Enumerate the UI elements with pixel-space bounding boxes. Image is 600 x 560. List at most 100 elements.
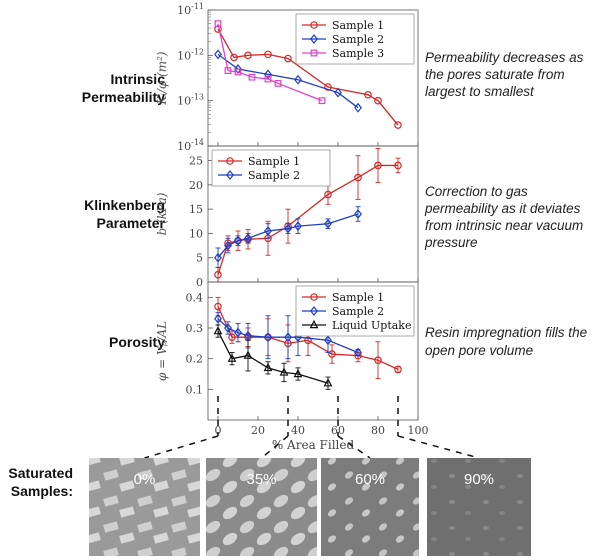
data-point (234, 64, 242, 74)
legend-label: Sample 1 (248, 155, 300, 168)
legend-label: Sample 1 (332, 291, 384, 304)
data-point (394, 121, 402, 129)
data-point (214, 252, 222, 263)
sample-percent-label: 60% (355, 471, 385, 488)
data-point (224, 240, 232, 251)
data-point (263, 362, 273, 372)
legend-label: Sample 2 (332, 33, 384, 46)
data-point (394, 365, 402, 374)
x-tick-label: 100 (408, 424, 429, 437)
series-sample-1 (214, 147, 402, 283)
x-tick-label: 60 (331, 424, 345, 437)
legend-marker (310, 49, 318, 57)
label-porosity: Porosity (109, 334, 165, 350)
x-tick-label: 80 (371, 424, 385, 437)
connector-diagonal (261, 435, 289, 459)
y-tick-label: 25 (189, 155, 203, 168)
series-liquid-uptake (213, 324, 333, 390)
series-line (217, 164, 398, 275)
legend-label: Sample 2 (332, 305, 384, 318)
series-line (217, 53, 359, 109)
series-sample-2 (214, 312, 362, 360)
y-tick-label: 0.2 (186, 353, 204, 366)
data-point (214, 270, 222, 279)
data-point (264, 75, 272, 83)
data-point (234, 327, 242, 338)
data-point (279, 367, 289, 376)
series-sample-2 (214, 206, 362, 268)
data-point (374, 356, 382, 365)
data-point (264, 226, 272, 236)
connector-diagonal (397, 435, 480, 459)
legend-marker (310, 293, 318, 301)
data-point (354, 173, 362, 182)
data-point (293, 368, 303, 378)
sample-percent-label: 35% (246, 471, 276, 488)
note-porosity-1: Resin impregnation fills the (425, 325, 587, 340)
data-point (284, 332, 292, 343)
note-klinkenberg-2: permeability as it deviates (424, 201, 581, 216)
y-tick-label: 10-14 (177, 138, 204, 153)
label-intrinsic-2: Permeability (82, 89, 165, 105)
data-point (264, 50, 272, 59)
data-point (227, 353, 237, 362)
sample-image (321, 458, 419, 556)
data-point (374, 161, 382, 170)
data-point (213, 325, 223, 335)
sample-image (206, 458, 317, 556)
data-point (304, 336, 312, 345)
note-porosity-2: open pore volume (425, 343, 533, 358)
data-point (234, 68, 242, 76)
legend-label: Liquid Uptake (332, 319, 411, 332)
data-point (354, 209, 362, 219)
series-line (217, 23, 323, 102)
data-point (354, 102, 362, 113)
y-tick-label: 15 (189, 203, 203, 216)
data-point (324, 218, 332, 229)
data-point (214, 20, 222, 28)
y-tick-label: 10-11 (177, 2, 204, 17)
y-tick-label: 20 (189, 179, 203, 192)
sample-percent-label: 0% (134, 471, 156, 488)
data-point (224, 323, 232, 333)
data-point (354, 347, 362, 358)
data-point (334, 87, 342, 98)
data-point (244, 51, 252, 60)
y-tick-label: 10 (189, 227, 203, 240)
y-axis-label: Kᵢ/φ (m²) (155, 51, 169, 106)
y-axis-label: φ = Vₚ/AL (155, 321, 169, 381)
data-point (284, 54, 292, 63)
data-point (234, 235, 242, 246)
chart-panel-3: 0.1 0.2 0.3 0.4 0 20 40 60 80 100 φ = Vₚ/AL % Area … (155, 281, 429, 452)
data-point (364, 90, 372, 99)
legend-box (211, 149, 331, 187)
x-tick-label: 40 (291, 424, 305, 437)
label-intrinsic-1: Intrinsic (111, 71, 166, 87)
data-point (264, 332, 272, 343)
note-klinkenberg-3: from intrinsic near vacuum (425, 218, 583, 233)
saturated-sample-2: 60% (321, 396, 419, 556)
connector-diagonal (144, 435, 219, 459)
data-point (230, 53, 238, 62)
sample-percent-label: 90% (464, 471, 494, 488)
note-permeability-3: largest to smallest (425, 84, 535, 99)
label-klinkenberg-2: Parameter (97, 215, 166, 231)
y-tick-label: 0.4 (186, 291, 204, 304)
note-permeability-1: Permeability decreases as (425, 50, 584, 65)
data-point (274, 80, 282, 87)
sample-image (427, 458, 531, 556)
x-tick-label: 20 (251, 424, 265, 437)
legend-marker (310, 21, 318, 29)
y-tick-label: 0 (196, 276, 203, 289)
data-point (284, 223, 292, 234)
legend-marker (310, 306, 318, 316)
saturated-sample-0: 0% (89, 396, 219, 556)
series-sample-2 (214, 49, 362, 113)
data-point (394, 161, 402, 170)
legend-marker (309, 319, 319, 329)
